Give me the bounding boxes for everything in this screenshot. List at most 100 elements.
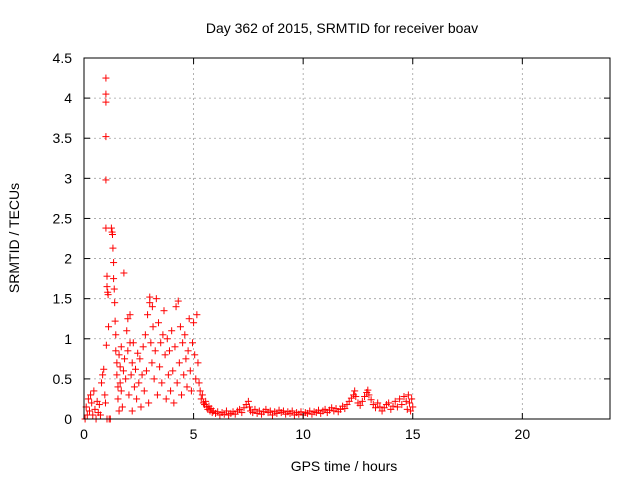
data-point [358, 397, 366, 405]
data-point [173, 379, 181, 387]
data-point [125, 391, 133, 399]
data-point [170, 399, 178, 407]
grid [84, 58, 610, 419]
data-point [102, 74, 110, 82]
data-point [186, 367, 194, 375]
y-tick-label: 1.5 [53, 291, 73, 307]
data-point [192, 375, 200, 383]
data-point [155, 319, 163, 327]
data-point [184, 347, 192, 355]
data-point [341, 405, 349, 413]
data-point [371, 404, 379, 412]
data-point [141, 331, 149, 339]
data-point [119, 367, 127, 375]
data-point [159, 331, 167, 339]
y-tick-label: 2 [64, 251, 72, 267]
data-point [88, 399, 96, 407]
x-tick-label: 5 [190, 426, 198, 442]
data-point [145, 399, 153, 407]
data-point [124, 347, 132, 355]
y-tick-label: 4.5 [53, 50, 73, 66]
data-point [100, 365, 108, 373]
data-point [102, 341, 110, 349]
data-point [393, 403, 401, 411]
data-point [188, 339, 196, 347]
data-point [87, 391, 95, 399]
data-point [110, 285, 118, 293]
data-point [134, 349, 142, 357]
data-point [396, 395, 404, 403]
data-point [163, 335, 171, 343]
data-point [222, 407, 230, 415]
data-point [105, 323, 113, 331]
data-point [128, 407, 136, 415]
data-point [95, 401, 103, 409]
data-point [84, 395, 92, 403]
x-tick-label: 0 [80, 426, 88, 442]
chart-title: Day 362 of 2015, SRMTID for receiver boa… [206, 20, 478, 36]
y-axis-label: SRMTID / TECUs [6, 183, 22, 293]
axis-ticks: 0 5 10 15 20 0 0.5 1 1.5 2 2.5 3 3.5 4 4.5 [53, 50, 610, 442]
data-point [183, 383, 191, 391]
y-tick-label: 1 [64, 331, 72, 347]
data-point [101, 399, 109, 407]
data-point [409, 403, 417, 411]
data-point [136, 355, 144, 363]
data-point [364, 386, 372, 394]
data-point [102, 133, 110, 141]
data-point [385, 399, 393, 407]
data-point [389, 402, 397, 410]
y-tick-label: 3 [64, 170, 72, 186]
data-point [102, 90, 110, 98]
data-point [185, 315, 193, 323]
data-point [404, 391, 412, 399]
data-point [129, 339, 137, 347]
data-point [400, 393, 408, 401]
data-point [103, 272, 111, 280]
data-point [110, 259, 118, 267]
data-point [116, 363, 124, 371]
data-point [112, 347, 120, 355]
data-point [152, 295, 160, 303]
data-point [245, 403, 253, 411]
data-point [118, 403, 126, 411]
data-point [361, 393, 369, 401]
data-point [164, 371, 172, 379]
data-point [115, 351, 123, 359]
data-point [178, 391, 186, 399]
data-point [117, 387, 125, 395]
data-point [142, 367, 150, 375]
data-point [376, 403, 384, 411]
data-point [158, 379, 166, 387]
data-point [194, 359, 202, 367]
data-point [133, 395, 141, 403]
data-point [98, 379, 106, 387]
data-point [139, 343, 147, 351]
data-point [169, 367, 177, 375]
data-point [122, 375, 130, 383]
data-point [195, 379, 203, 387]
data-point [101, 391, 109, 399]
data-point [117, 343, 125, 351]
data-point [180, 371, 188, 379]
data-point [138, 371, 146, 379]
x-tick-label: 20 [515, 426, 531, 442]
data-point [162, 395, 170, 403]
data-point [167, 387, 175, 395]
data-point [104, 291, 112, 299]
data-point [402, 397, 410, 405]
data-point [391, 397, 399, 405]
data-point [111, 299, 119, 307]
y-tick-label: 0 [64, 411, 72, 427]
data-point [102, 98, 110, 106]
x-tick-label: 15 [405, 426, 421, 442]
plot-area-border [83, 57, 611, 420]
data-point [109, 244, 117, 252]
data-point [187, 387, 195, 395]
data-point [123, 327, 131, 335]
data-point [398, 401, 406, 409]
data-point [352, 393, 360, 401]
data-point [96, 411, 104, 419]
data-point [197, 395, 205, 403]
